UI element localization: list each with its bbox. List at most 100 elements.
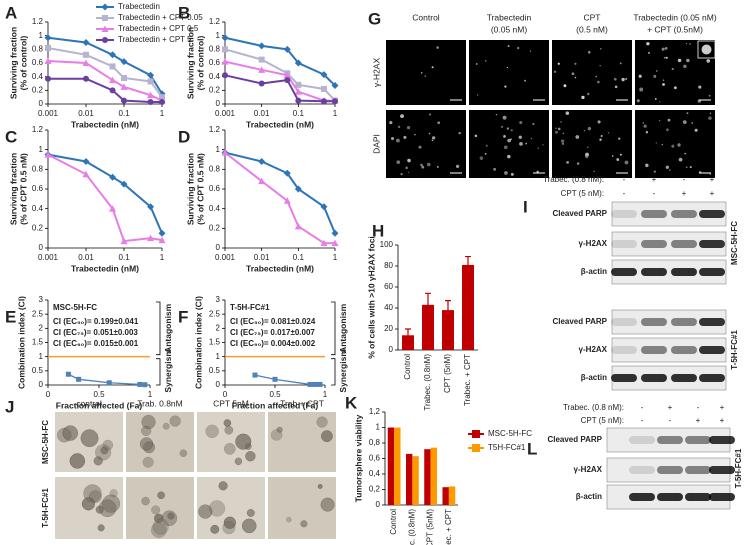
nucleus xyxy=(571,72,575,76)
band xyxy=(611,268,637,276)
nucleus xyxy=(532,122,535,126)
sphere xyxy=(245,451,256,462)
nucleus xyxy=(668,169,671,171)
point xyxy=(307,381,313,387)
column-header: Trabectedin xyxy=(487,12,532,22)
sphere xyxy=(235,433,252,450)
treatment-sign: - xyxy=(623,189,626,198)
y-tick-label: 0.2 xyxy=(32,85,44,94)
y-tick-label: 0.4 xyxy=(209,204,221,213)
sphere xyxy=(142,456,154,468)
x-tick-label: 0.001 xyxy=(38,109,59,118)
y-tick-label: 2 xyxy=(216,323,221,332)
nucleus xyxy=(638,74,642,78)
treatment-label: Trabec. (0.8 nM): xyxy=(543,175,604,184)
nucleus xyxy=(677,58,682,63)
marker xyxy=(283,71,291,79)
bar xyxy=(402,335,414,350)
nucleus xyxy=(585,154,589,159)
y-tick-label: 0.8 xyxy=(32,44,44,53)
marker xyxy=(283,169,291,177)
nucleus xyxy=(553,70,557,73)
sphere xyxy=(316,416,328,428)
band xyxy=(699,240,725,248)
panel-subtitle: MSC-5H-FC xyxy=(53,303,97,312)
sphere xyxy=(320,497,335,512)
x-tick-label: 0.001 xyxy=(215,109,236,118)
nucleus xyxy=(475,63,478,65)
y-tick-label: 0.6 xyxy=(209,184,221,193)
marker xyxy=(332,98,338,105)
treatment-sign: - xyxy=(653,189,656,198)
nucleus xyxy=(643,124,647,128)
y-tick-label: 1.5 xyxy=(32,338,44,347)
treatment-sign: + xyxy=(668,403,673,412)
panel-letter: E xyxy=(5,307,16,326)
nucleus xyxy=(587,126,592,131)
marker xyxy=(120,58,128,66)
marker xyxy=(221,34,229,42)
sphere xyxy=(234,457,243,466)
band xyxy=(709,436,735,444)
y-tick-label: 1.2 xyxy=(32,125,44,134)
y-tick-label: 0.8 xyxy=(209,44,221,53)
nucleus xyxy=(673,86,677,90)
x-tick-label: 1 xyxy=(333,253,338,262)
marker xyxy=(331,229,339,237)
marker xyxy=(320,239,328,247)
band xyxy=(641,210,667,218)
marker xyxy=(147,78,154,85)
nucleus xyxy=(599,138,602,141)
y-tick-label: 0 xyxy=(39,380,44,389)
marker xyxy=(295,81,302,88)
nucleus xyxy=(503,135,506,138)
nucleus xyxy=(706,59,711,63)
nucleus xyxy=(709,173,712,175)
nucleus xyxy=(619,153,623,156)
bar xyxy=(412,456,419,505)
nucleus xyxy=(597,120,601,124)
nucleus xyxy=(619,62,622,65)
point xyxy=(317,381,323,387)
x-tick-label: 0.1 xyxy=(118,109,130,118)
y-tick-label: 0.6 xyxy=(209,58,221,67)
nucleus xyxy=(506,66,508,69)
treatment-sign: + xyxy=(720,403,725,412)
point xyxy=(65,371,71,377)
x-axis-label: Trabectedin (nM) xyxy=(246,119,314,129)
y-tick-label: 0.2 xyxy=(209,223,221,232)
band xyxy=(611,240,637,248)
marker xyxy=(258,42,266,50)
sphere xyxy=(321,430,333,443)
nucleus xyxy=(684,152,687,155)
panel-letter: I xyxy=(523,197,528,216)
y-tick-label: 100 xyxy=(380,240,394,249)
row-label: γ-H2AX xyxy=(371,58,381,88)
nucleus xyxy=(661,143,663,146)
nucleus xyxy=(560,139,565,143)
inset-nucleus xyxy=(701,44,712,55)
sphere xyxy=(223,443,236,455)
nucleus xyxy=(587,146,589,148)
marker xyxy=(283,197,291,204)
marker xyxy=(258,157,266,165)
nucleus xyxy=(613,77,617,81)
column-header: + CPT (0.5nM) xyxy=(647,24,703,34)
treatment-sign: - xyxy=(697,403,700,412)
nucleus xyxy=(709,112,712,115)
nucleus xyxy=(648,51,650,54)
marker xyxy=(147,98,154,105)
nucleus xyxy=(507,45,510,48)
treatment-sign: + xyxy=(682,189,687,198)
band-label: β-actin xyxy=(581,267,607,276)
sphere xyxy=(141,414,156,430)
annotation: CI (EC₇₅)= 0.051±0.003 xyxy=(53,328,138,337)
sphere xyxy=(95,444,112,461)
nucleus xyxy=(645,131,649,134)
band xyxy=(629,466,655,474)
y-tick-label: 1 xyxy=(39,31,44,40)
cell-line-label: T-5H-FC#1 xyxy=(734,448,743,488)
nucleus xyxy=(557,62,560,65)
nucleus xyxy=(575,135,580,139)
nucleus xyxy=(431,66,434,69)
